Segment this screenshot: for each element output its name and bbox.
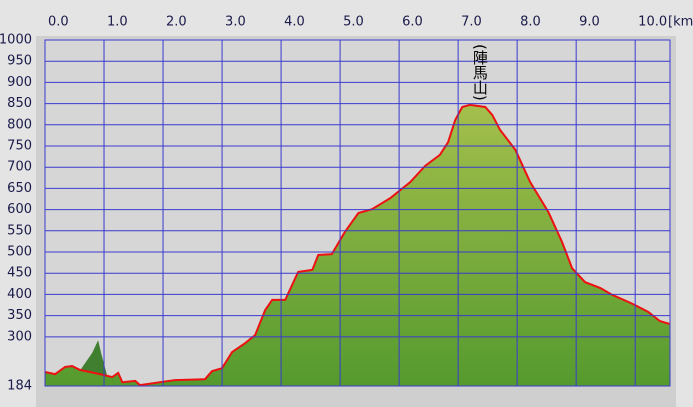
x-tick-label: 10.0	[638, 15, 667, 30]
x-tick-label: 1.0	[107, 15, 128, 30]
annotation: (陣馬山)	[471, 44, 489, 101]
x-tick-label: 9.0	[579, 15, 600, 30]
x-tick-label: 8.0	[520, 15, 541, 30]
y-tick-label: 700	[7, 160, 32, 175]
y-tick-label: 300	[7, 329, 32, 344]
y-tick-label: 950	[7, 54, 32, 69]
y-tick-label: 450	[7, 266, 32, 281]
y-tick-label: 500	[7, 245, 32, 260]
y-tick-label: 184	[7, 379, 32, 394]
y-tick-label: 750	[7, 139, 32, 154]
x-tick-label: 4.0	[284, 15, 305, 30]
x-tick-label: 7.0	[461, 15, 482, 30]
y-tick-label: 1000	[0, 33, 32, 48]
y-tick-label: 900	[7, 75, 32, 90]
x-tick-label: 6.0	[402, 15, 423, 30]
y-tick-label: 400	[7, 287, 32, 302]
y-tick-label: 850	[7, 96, 32, 111]
x-tick-label: 2.0	[166, 15, 187, 30]
y-tick-label: 600	[7, 202, 32, 217]
x-tick-label: 5.0	[343, 15, 364, 30]
y-tick-label: 550	[7, 223, 32, 238]
y-tick-label: 800	[7, 117, 32, 132]
x-tick-label: 3.0	[225, 15, 246, 30]
y-tick-label: 350	[7, 308, 32, 323]
x-unit-label: [km	[668, 15, 693, 30]
elevation-line	[44, 103, 671, 387]
y-tick-label: 650	[7, 181, 32, 196]
plot-border	[44, 39, 671, 387]
x-tick-label: 0.0	[48, 15, 69, 30]
